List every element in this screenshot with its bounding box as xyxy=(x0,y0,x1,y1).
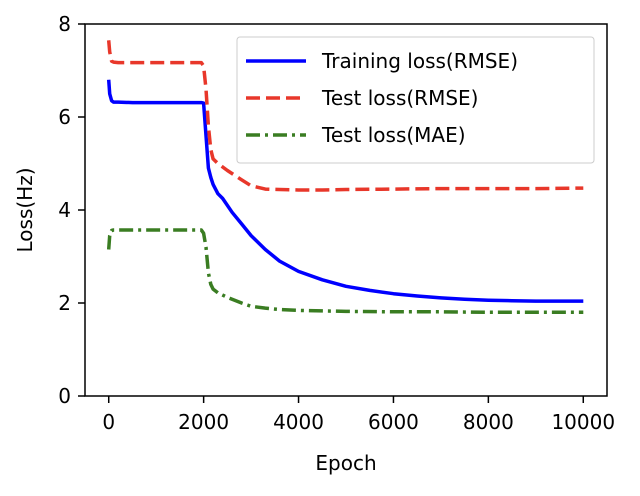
y-tick-label: 0 xyxy=(58,384,71,408)
x-tick-label: 10000 xyxy=(551,410,615,434)
y-tick-label: 2 xyxy=(58,291,71,315)
y-tick-label: 8 xyxy=(58,12,71,36)
x-tick-label: 2000 xyxy=(178,410,229,434)
legend-label: Training loss(RMSE) xyxy=(321,49,518,73)
y-axis-label: Loss(Hz) xyxy=(13,167,37,252)
x-tick-label: 4000 xyxy=(273,410,324,434)
x-tick-label: 0 xyxy=(102,410,115,434)
plot-frame xyxy=(84,23,608,397)
x-tick-label: 8000 xyxy=(463,410,514,434)
legend-box xyxy=(236,36,595,164)
x-axis-ticks: 0 2000 4000 6000 8000 10000 xyxy=(102,396,615,434)
series-line-test-loss-mae xyxy=(106,228,584,315)
series-line-training-loss-rmse xyxy=(106,79,584,303)
plot-lines xyxy=(106,40,584,315)
x-tick-label: 6000 xyxy=(368,410,419,434)
y-tick-label: 4 xyxy=(58,198,71,222)
legend: Training loss(RMSE) Test loss(RMSE) Test l… xyxy=(236,36,595,164)
y-tick-label: 6 xyxy=(58,105,71,129)
x-axis-label: Epoch xyxy=(315,451,376,475)
legend-label: Test loss(MAE) xyxy=(321,123,466,147)
y-axis-ticks: 0 2 4 6 8 xyxy=(58,12,85,408)
series-line-test-loss-rmse xyxy=(106,40,584,192)
legend-label: Test loss(RMSE) xyxy=(321,86,478,110)
